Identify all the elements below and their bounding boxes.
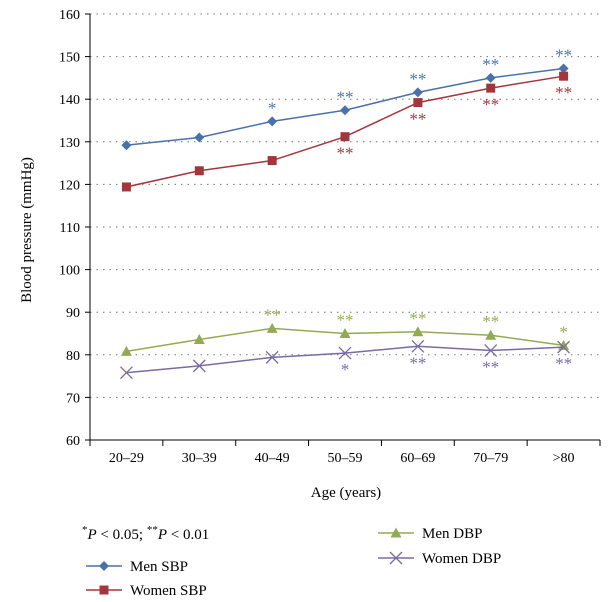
women-dbp-point	[192, 359, 206, 373]
women-sbp-significance: **	[482, 95, 499, 114]
legend-label: Women DBP	[422, 551, 501, 567]
y-tick-label: 90	[66, 306, 80, 321]
men-sbp-point	[485, 72, 496, 83]
women-sbp-point	[486, 83, 496, 93]
women-sbp-point	[559, 71, 569, 81]
men-sbp-point	[558, 63, 569, 74]
men-sbp-significance: **	[337, 87, 354, 106]
y-tick-label: 130	[59, 136, 80, 151]
women-sbp-significance: **	[555, 83, 572, 102]
men-dbp-significance: **	[264, 305, 281, 324]
axes: 60 70 80 90 100 110 120 130 140 150 160 20–29 30–39 4…	[59, 8, 601, 466]
women-sbp-point	[121, 182, 131, 192]
x-tick-label: 40–49	[255, 451, 290, 466]
women-dbp-point	[557, 340, 571, 354]
men-sbp-significance: *	[268, 98, 277, 117]
y-axis-title: Blood pressure (mmHg)	[19, 157, 35, 303]
men-dbp-significance: **	[482, 312, 499, 331]
y-tick-label: 80	[66, 349, 80, 364]
men-dbp-point	[120, 345, 132, 356]
men-dbp-point	[266, 322, 278, 333]
women-dbp-significance: **	[555, 354, 572, 373]
men-dbp-point	[339, 328, 351, 338]
men-sbp-point	[194, 132, 205, 143]
legend-item-men-sbp: Men SBP	[86, 559, 188, 575]
women-dbp-point	[119, 366, 133, 380]
men-sbp-significance: **	[555, 46, 572, 65]
legend-marker	[389, 551, 403, 565]
legend-marker	[390, 527, 402, 538]
y-tick-label: 60	[66, 434, 80, 449]
men-dbp-point	[412, 326, 424, 337]
men-sbp-significance: **	[482, 55, 499, 74]
significance-note-text: *P < 0.05; **P < 0.01	[82, 524, 209, 543]
men-dbp-significance: *	[559, 322, 568, 341]
men-sbp-point	[267, 116, 278, 127]
y-tick-label: 140	[59, 93, 80, 108]
y-tick-label: 120	[59, 178, 80, 193]
women-dbp-significance: **	[409, 353, 426, 372]
y-tick-label: 100	[59, 264, 80, 279]
men-sbp-point	[412, 87, 423, 98]
x-tick-label: 30–39	[182, 451, 217, 466]
men-sbp-significance: **	[409, 69, 426, 88]
men-dbp-significance: **	[409, 309, 426, 328]
legend-label: Men SBP	[130, 559, 188, 575]
women-sbp-point	[194, 166, 204, 176]
legend-marker	[99, 585, 109, 595]
y-tick-label: 110	[60, 221, 80, 236]
x-tick-label: 50–59	[328, 451, 363, 466]
x-tick-label: 70–79	[473, 451, 508, 466]
women-dbp-significance: **	[482, 358, 499, 377]
women-sbp-point	[340, 132, 350, 142]
women-dbp-point	[411, 339, 425, 353]
x-tick-label: >80	[553, 451, 575, 466]
women-dbp-point	[265, 350, 279, 364]
women-sbp-significance: **	[409, 110, 426, 129]
legend-marker	[99, 561, 109, 571]
women-dbp-point	[338, 346, 352, 360]
legend-item-women-dbp: Women DBP	[378, 551, 501, 567]
women-dbp-significance: *	[341, 360, 350, 379]
gridlines	[90, 13, 600, 398]
legend-item-women-sbp: Women SBP	[86, 583, 207, 599]
legend-label: Men DBP	[422, 526, 482, 542]
y-tick-label: 150	[59, 51, 80, 66]
x-tick-label: 60–69	[400, 451, 435, 466]
significance-note: *P < 0.05; **P < 0.01	[82, 524, 209, 543]
x-tick-label: 20–29	[109, 451, 144, 466]
men-sbp-point	[340, 105, 350, 116]
women-dbp-point	[484, 344, 498, 357]
series-lines	[119, 63, 571, 380]
women-sbp-significance: **	[337, 144, 354, 163]
legend-label: Women SBP	[130, 583, 207, 599]
men-dbp-significance: **	[337, 311, 354, 330]
men-sbp-point	[121, 140, 132, 151]
y-tick-label: 70	[66, 391, 80, 406]
women-sbp-point	[413, 98, 423, 108]
legend-item-men-dbp: Men DBP	[378, 526, 482, 542]
women-sbp-point	[267, 156, 277, 166]
y-tick-label: 160	[59, 8, 80, 23]
men-dbp-point	[485, 329, 497, 340]
legend: Men SBP Women SBP Men DBP Women DBP	[86, 526, 501, 599]
men-dbp-point	[193, 333, 205, 344]
significance-markers: ******* ************ ** ** **** ** ** **	[264, 46, 572, 380]
x-axis-title: Age (years)	[311, 485, 381, 501]
